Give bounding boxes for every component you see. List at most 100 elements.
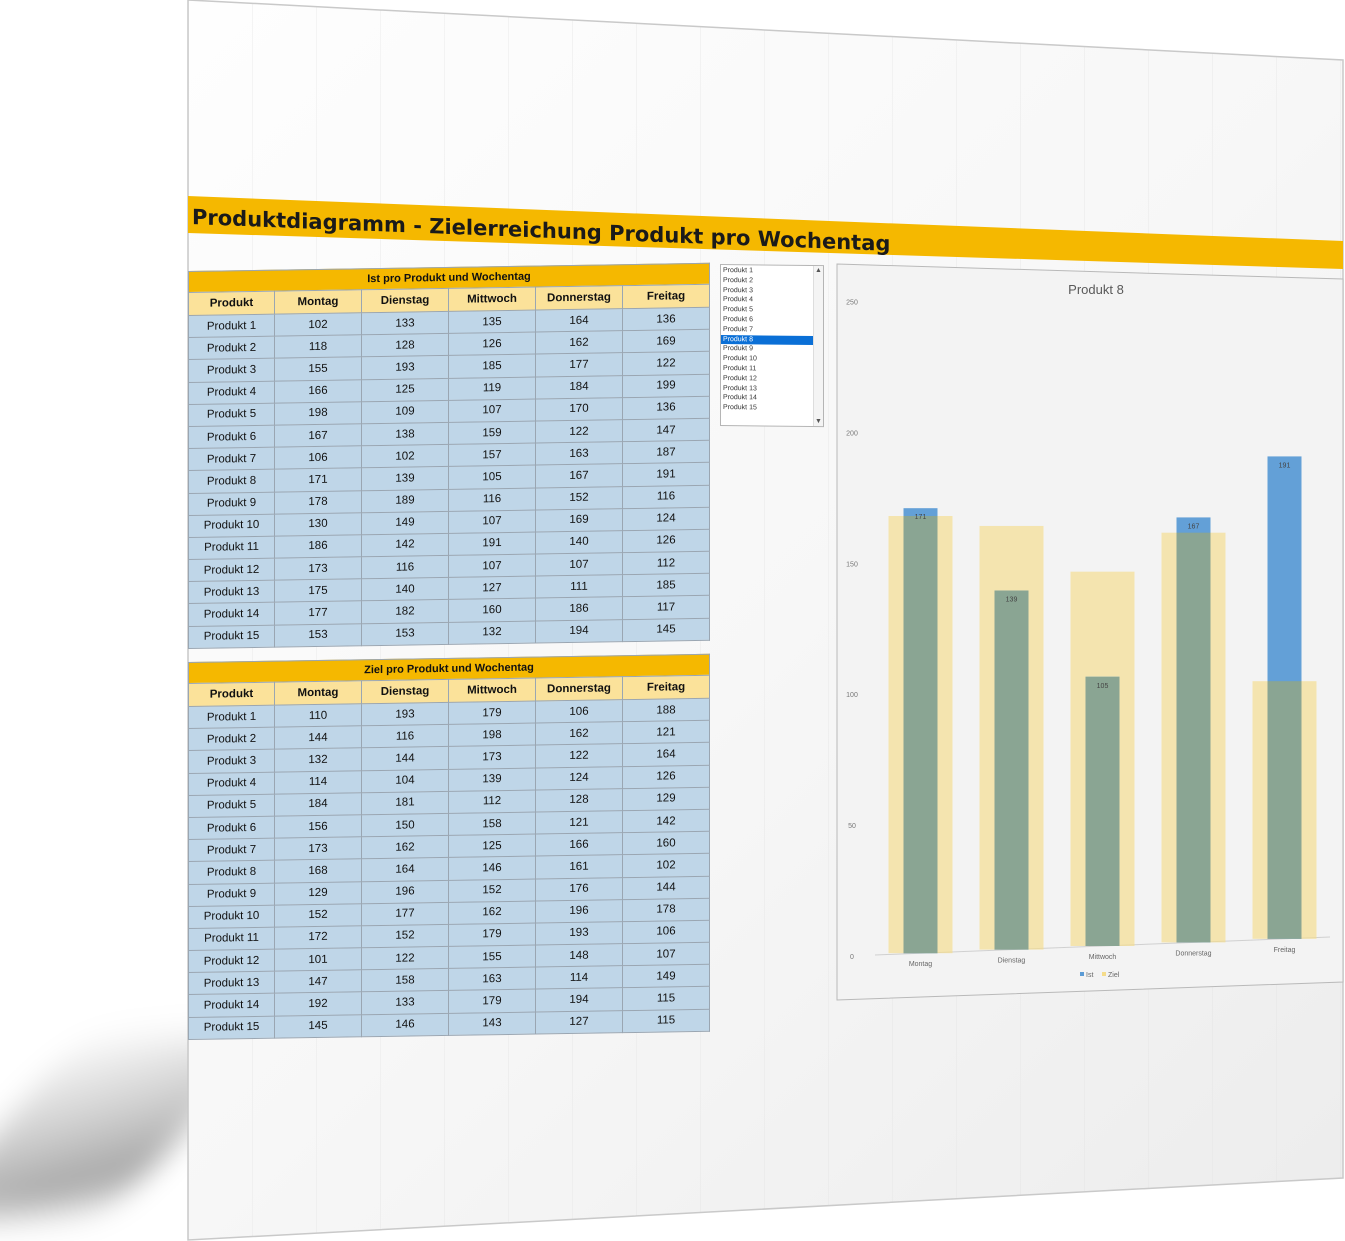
value-cell[interactable]: 152	[274, 903, 362, 928]
value-cell[interactable]: 160	[622, 831, 710, 855]
header-produkt[interactable]: Produkt	[188, 682, 275, 707]
value-cell[interactable]: 128	[361, 333, 449, 358]
value-cell[interactable]: 142	[622, 809, 710, 833]
value-cell[interactable]: 136	[622, 396, 710, 420]
listbox-item[interactable]: Produkt 7	[723, 325, 753, 334]
header-mittwoch[interactable]: Mittwoch	[448, 678, 536, 703]
product-cell[interactable]: Produkt 4	[188, 380, 275, 405]
value-cell[interactable]: 112	[448, 789, 536, 814]
value-cell[interactable]: 145	[622, 617, 710, 642]
product-cell[interactable]: Produkt 9	[188, 491, 275, 516]
value-cell[interactable]: 146	[361, 1013, 449, 1037]
value-cell[interactable]: 129	[274, 881, 362, 905]
value-cell[interactable]: 173	[274, 836, 362, 861]
chart-area[interactable]	[837, 264, 1343, 1000]
value-cell[interactable]: 121	[622, 720, 710, 745]
value-cell[interactable]: 115	[622, 1008, 710, 1033]
value-cell[interactable]: 171	[274, 468, 362, 492]
value-cell[interactable]: 158	[448, 811, 536, 836]
scroll-up-icon[interactable]: ▲	[815, 266, 822, 275]
product-cell[interactable]: Produkt 3	[188, 749, 275, 774]
product-cell[interactable]: Produkt 8	[188, 469, 275, 493]
listbox-item[interactable]: Produkt 12	[723, 374, 757, 383]
value-cell[interactable]: 150	[361, 813, 449, 837]
value-cell[interactable]: 186	[274, 534, 362, 559]
product-cell[interactable]: Produkt 14	[188, 602, 275, 627]
value-cell[interactable]: 136	[622, 307, 710, 331]
value-cell[interactable]: 160	[448, 598, 536, 623]
value-cell[interactable]: 106	[622, 920, 710, 944]
value-cell[interactable]: 129	[622, 787, 710, 811]
value-cell[interactable]: 159	[448, 420, 536, 445]
value-cell[interactable]: 185	[622, 573, 710, 598]
product-cell[interactable]: Produkt 10	[188, 904, 275, 929]
value-cell[interactable]: 112	[622, 551, 710, 575]
value-cell[interactable]: 126	[448, 332, 536, 356]
value-cell[interactable]: 125	[448, 834, 536, 858]
value-cell[interactable]: 122	[622, 351, 710, 376]
value-cell[interactable]: 102	[622, 853, 710, 878]
value-cell[interactable]: 188	[622, 698, 710, 722]
value-cell[interactable]: 121	[535, 810, 623, 835]
value-cell[interactable]: 110	[274, 703, 362, 728]
value-cell[interactable]: 177	[274, 601, 362, 625]
value-cell[interactable]: 122	[535, 419, 623, 444]
value-cell[interactable]: 132	[448, 620, 536, 645]
value-cell[interactable]: 164	[622, 742, 710, 767]
value-cell[interactable]: 163	[448, 967, 536, 991]
value-cell[interactable]: 187	[622, 440, 710, 464]
value-cell[interactable]: 114	[535, 965, 623, 990]
value-cell[interactable]: 193	[361, 355, 449, 380]
product-cell[interactable]: Produkt 3	[188, 358, 275, 383]
value-cell[interactable]: 169	[535, 508, 623, 532]
value-cell[interactable]: 162	[535, 721, 623, 746]
value-cell[interactable]: 198	[274, 401, 362, 426]
value-cell[interactable]: 198	[448, 723, 536, 747]
value-cell[interactable]: 139	[361, 466, 449, 491]
product-cell[interactable]: Produkt 8	[188, 860, 275, 884]
value-cell[interactable]: 106	[535, 699, 623, 724]
value-cell[interactable]: 133	[361, 311, 449, 335]
value-cell[interactable]: 144	[274, 725, 362, 750]
value-cell[interactable]: 152	[448, 878, 536, 903]
value-cell[interactable]: 143	[448, 1011, 536, 1036]
value-cell[interactable]: 186	[535, 597, 623, 621]
product-cell[interactable]: Produkt 12	[188, 949, 275, 973]
value-cell[interactable]: 105	[448, 465, 536, 489]
product-cell[interactable]: Produkt 15	[188, 1015, 275, 1040]
value-cell[interactable]: 153	[274, 623, 362, 647]
product-cell[interactable]: Produkt 2	[188, 727, 275, 751]
header-mittwoch[interactable]: Mittwoch	[448, 287, 536, 312]
value-cell[interactable]: 148	[535, 943, 623, 968]
value-cell[interactable]: 185	[448, 354, 536, 378]
value-cell[interactable]: 192	[274, 992, 362, 1016]
value-cell[interactable]: 135	[448, 310, 536, 334]
value-cell[interactable]: 118	[274, 334, 362, 359]
value-cell[interactable]: 193	[361, 702, 449, 726]
value-cell[interactable]: 117	[622, 595, 710, 620]
value-cell[interactable]: 155	[274, 357, 362, 381]
value-cell[interactable]: 153	[361, 622, 449, 646]
value-cell[interactable]: 125	[361, 377, 449, 402]
value-cell[interactable]: 162	[535, 330, 623, 355]
header-freitag[interactable]: Freitag	[622, 284, 710, 309]
value-cell[interactable]: 146	[448, 856, 536, 880]
value-cell[interactable]: 173	[448, 745, 536, 769]
value-cell[interactable]: 172	[274, 925, 362, 950]
value-cell[interactable]: 107	[448, 554, 536, 578]
value-cell[interactable]: 166	[535, 832, 623, 857]
value-cell[interactable]: 122	[361, 946, 449, 971]
value-cell[interactable]: 152	[535, 486, 623, 510]
header-montag[interactable]: Montag	[274, 289, 362, 315]
value-cell[interactable]: 107	[535, 552, 623, 577]
value-cell[interactable]: 119	[448, 376, 536, 401]
value-cell[interactable]: 168	[274, 859, 362, 883]
value-cell[interactable]: 177	[535, 353, 623, 377]
value-cell[interactable]: 163	[535, 441, 623, 466]
value-cell[interactable]: 194	[535, 988, 623, 1012]
product-cell[interactable]: Produkt 6	[188, 816, 275, 840]
header-dienstag[interactable]: Dienstag	[361, 679, 449, 704]
product-cell[interactable]: Produkt 9	[188, 882, 275, 907]
value-cell[interactable]: 178	[622, 897, 710, 922]
value-cell[interactable]: 167	[274, 423, 362, 448]
